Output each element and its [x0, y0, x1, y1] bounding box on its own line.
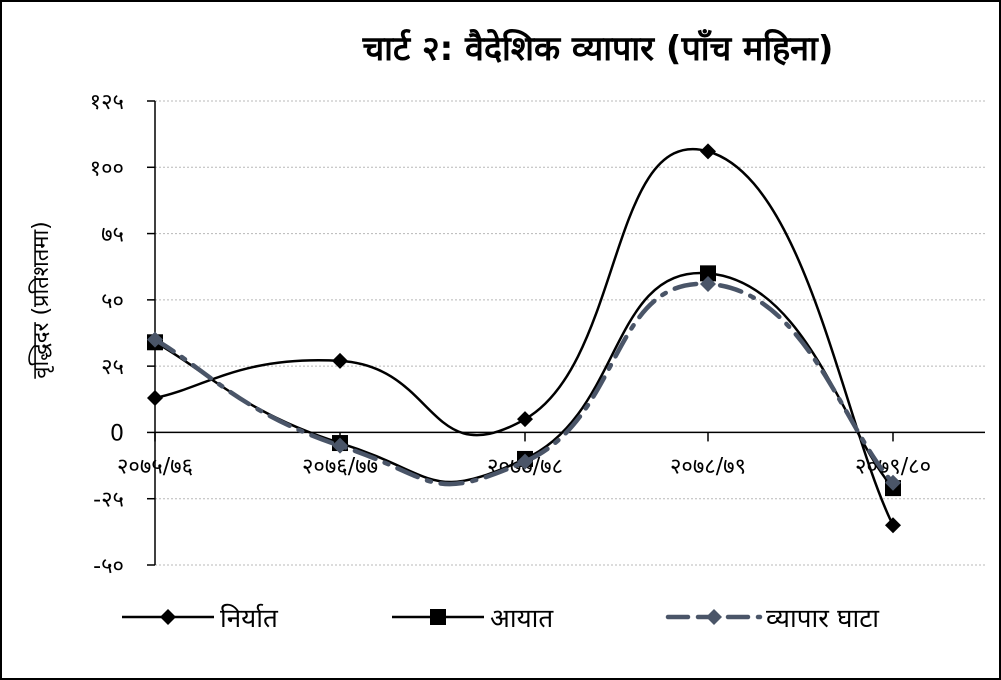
y-axis-ticks: १२५ १०० ७५ ५० २५ 0 -२५ -५०	[90, 90, 155, 579]
axes	[154, 101, 985, 565]
legend-item: व्यापार घाटा	[665, 604, 880, 634]
data-point-marker	[332, 352, 348, 369]
chart-title: चार्ट २: वैदेशिक व्यापार (पाँच महिना)	[362, 28, 834, 69]
legend-item: आयात	[392, 604, 554, 634]
data-point-marker	[147, 389, 163, 406]
data-point-marker	[885, 517, 901, 534]
y-tick-label: 0	[110, 421, 124, 446]
x-tick-label: २०७५/७६	[117, 454, 193, 479]
data-point-marker	[700, 265, 716, 282]
y-tick-label: १००	[90, 156, 124, 181]
legend-label: निर्यात	[220, 603, 279, 634]
y-tick-label: ७५	[101, 223, 124, 248]
y-tick-label: १२५	[90, 90, 124, 115]
x-tick-label: २०७६/७७	[302, 454, 378, 479]
y-axis-label: वृद्धिदर (प्रतिशतमा)	[28, 221, 54, 378]
y-tick-label: २५	[101, 355, 124, 380]
series-0	[147, 143, 901, 534]
x-tick-label: २०७८/७९	[670, 454, 746, 479]
legend: निर्यात आयात व्यापार घाटा	[122, 603, 880, 634]
legend-swatch-marker	[706, 609, 722, 625]
data-point-marker	[700, 143, 716, 160]
y-tick-label: -२५	[93, 488, 124, 513]
data-point-marker	[147, 331, 163, 348]
legend-swatch-marker	[430, 609, 446, 625]
series-group	[147, 143, 901, 534]
y-tick-label: ५०	[101, 289, 124, 314]
series-line	[154, 147, 895, 526]
y-tick-label: -५०	[93, 554, 124, 579]
gridlines	[155, 100, 985, 566]
data-point-marker	[332, 437, 348, 454]
legend-item: निर्यात	[122, 603, 279, 634]
series-2	[147, 275, 901, 491]
data-point-marker	[517, 453, 533, 470]
series-line	[152, 281, 896, 487]
data-point-marker	[885, 474, 901, 491]
legend-swatch-marker	[160, 609, 176, 625]
legend-label: व्यापार घाटा	[766, 604, 880, 634]
data-point-marker	[517, 411, 533, 428]
data-point-marker	[700, 275, 716, 292]
legend-label: आयात	[490, 604, 554, 634]
